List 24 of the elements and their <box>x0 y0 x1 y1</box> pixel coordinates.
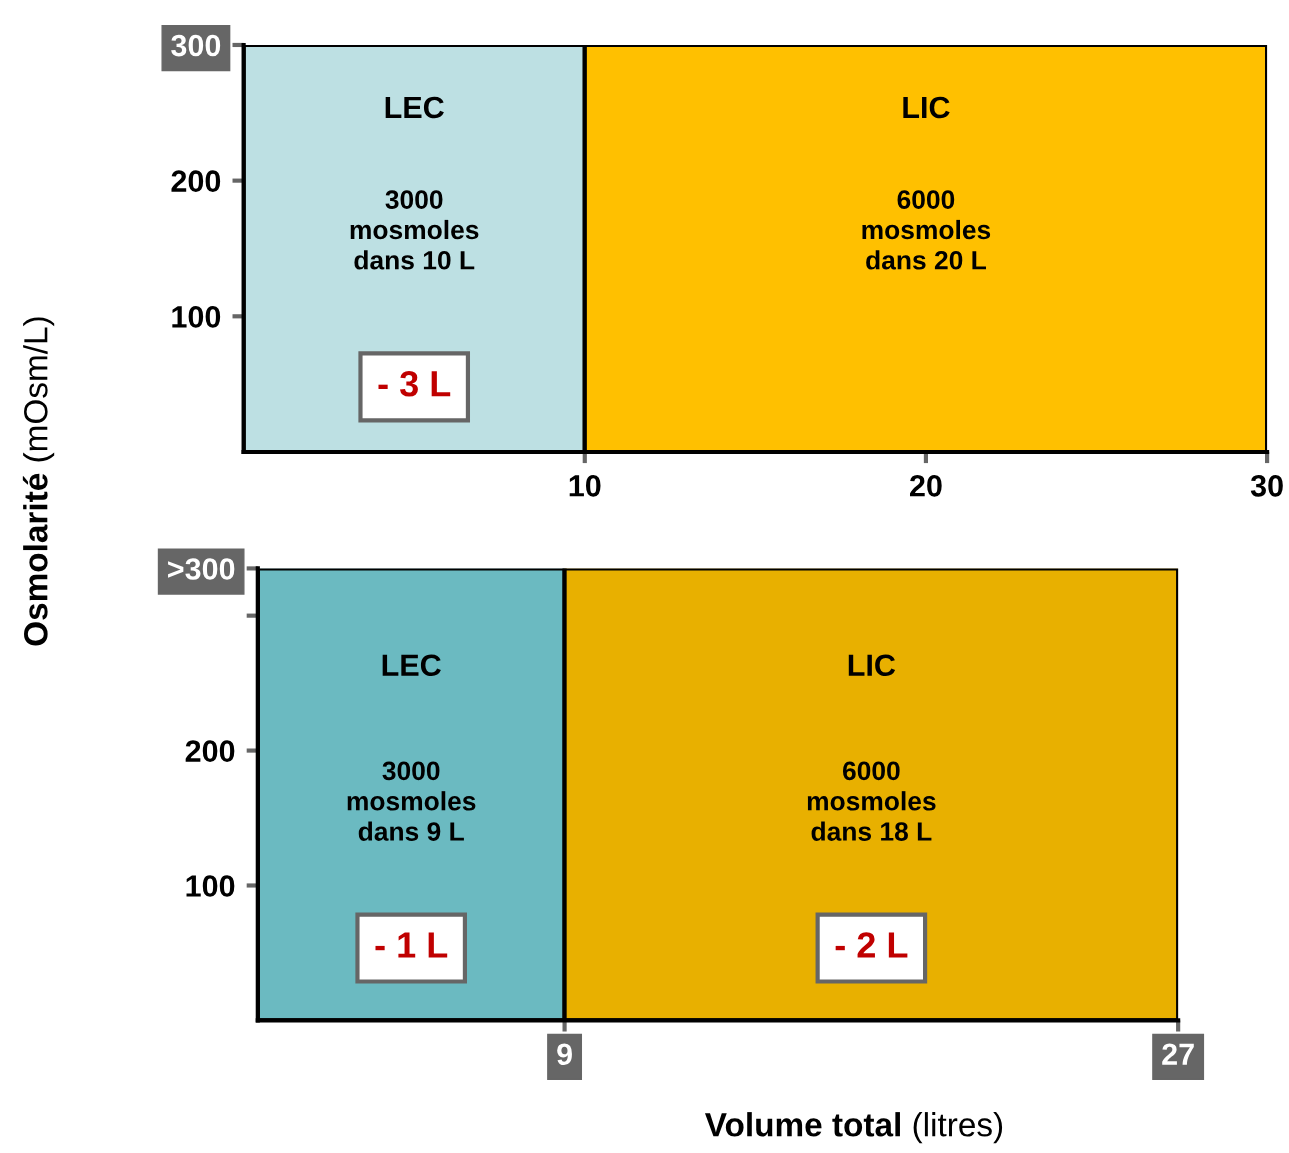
annotation: LEC <box>382 654 441 677</box>
annotation: 3000 mosmoles dans 10 L <box>350 190 479 270</box>
annotation: 6000 mosmoles dans 18 L <box>807 761 936 841</box>
x-axis-title: Volume total (litres) <box>704 1112 1003 1144</box>
y-tick-label: 200 <box>171 170 221 193</box>
annotation: - 2 L <box>835 932 908 958</box>
annotation: LIC <box>848 654 896 677</box>
x-tick-label: 9 <box>557 1043 572 1066</box>
x-tick-label: 30 <box>1250 475 1283 497</box>
annotation: LIC <box>903 96 950 119</box>
y-axis-title: Osmolarité (mOsm/L) <box>22 317 55 646</box>
annotation: 6000 mosmoles dans 20 L <box>862 190 991 270</box>
x-tick-label: 27 <box>1162 1043 1194 1065</box>
annotation: - 1 L <box>375 932 448 958</box>
y-tick-label: >300 <box>168 558 235 580</box>
x-tick-label: 10 <box>569 475 601 497</box>
annotation: LEC <box>385 96 444 119</box>
y-tick-label: 100 <box>186 875 235 897</box>
x-tick-label: 20 <box>910 475 942 497</box>
annotation: - 3 L <box>378 370 451 397</box>
annotation: 3000 mosmoles dans 9 L <box>347 761 476 841</box>
y-tick-label: 200 <box>185 740 235 762</box>
y-tick-label: 100 <box>172 306 221 328</box>
y-tick-label: 300 <box>171 34 221 57</box>
